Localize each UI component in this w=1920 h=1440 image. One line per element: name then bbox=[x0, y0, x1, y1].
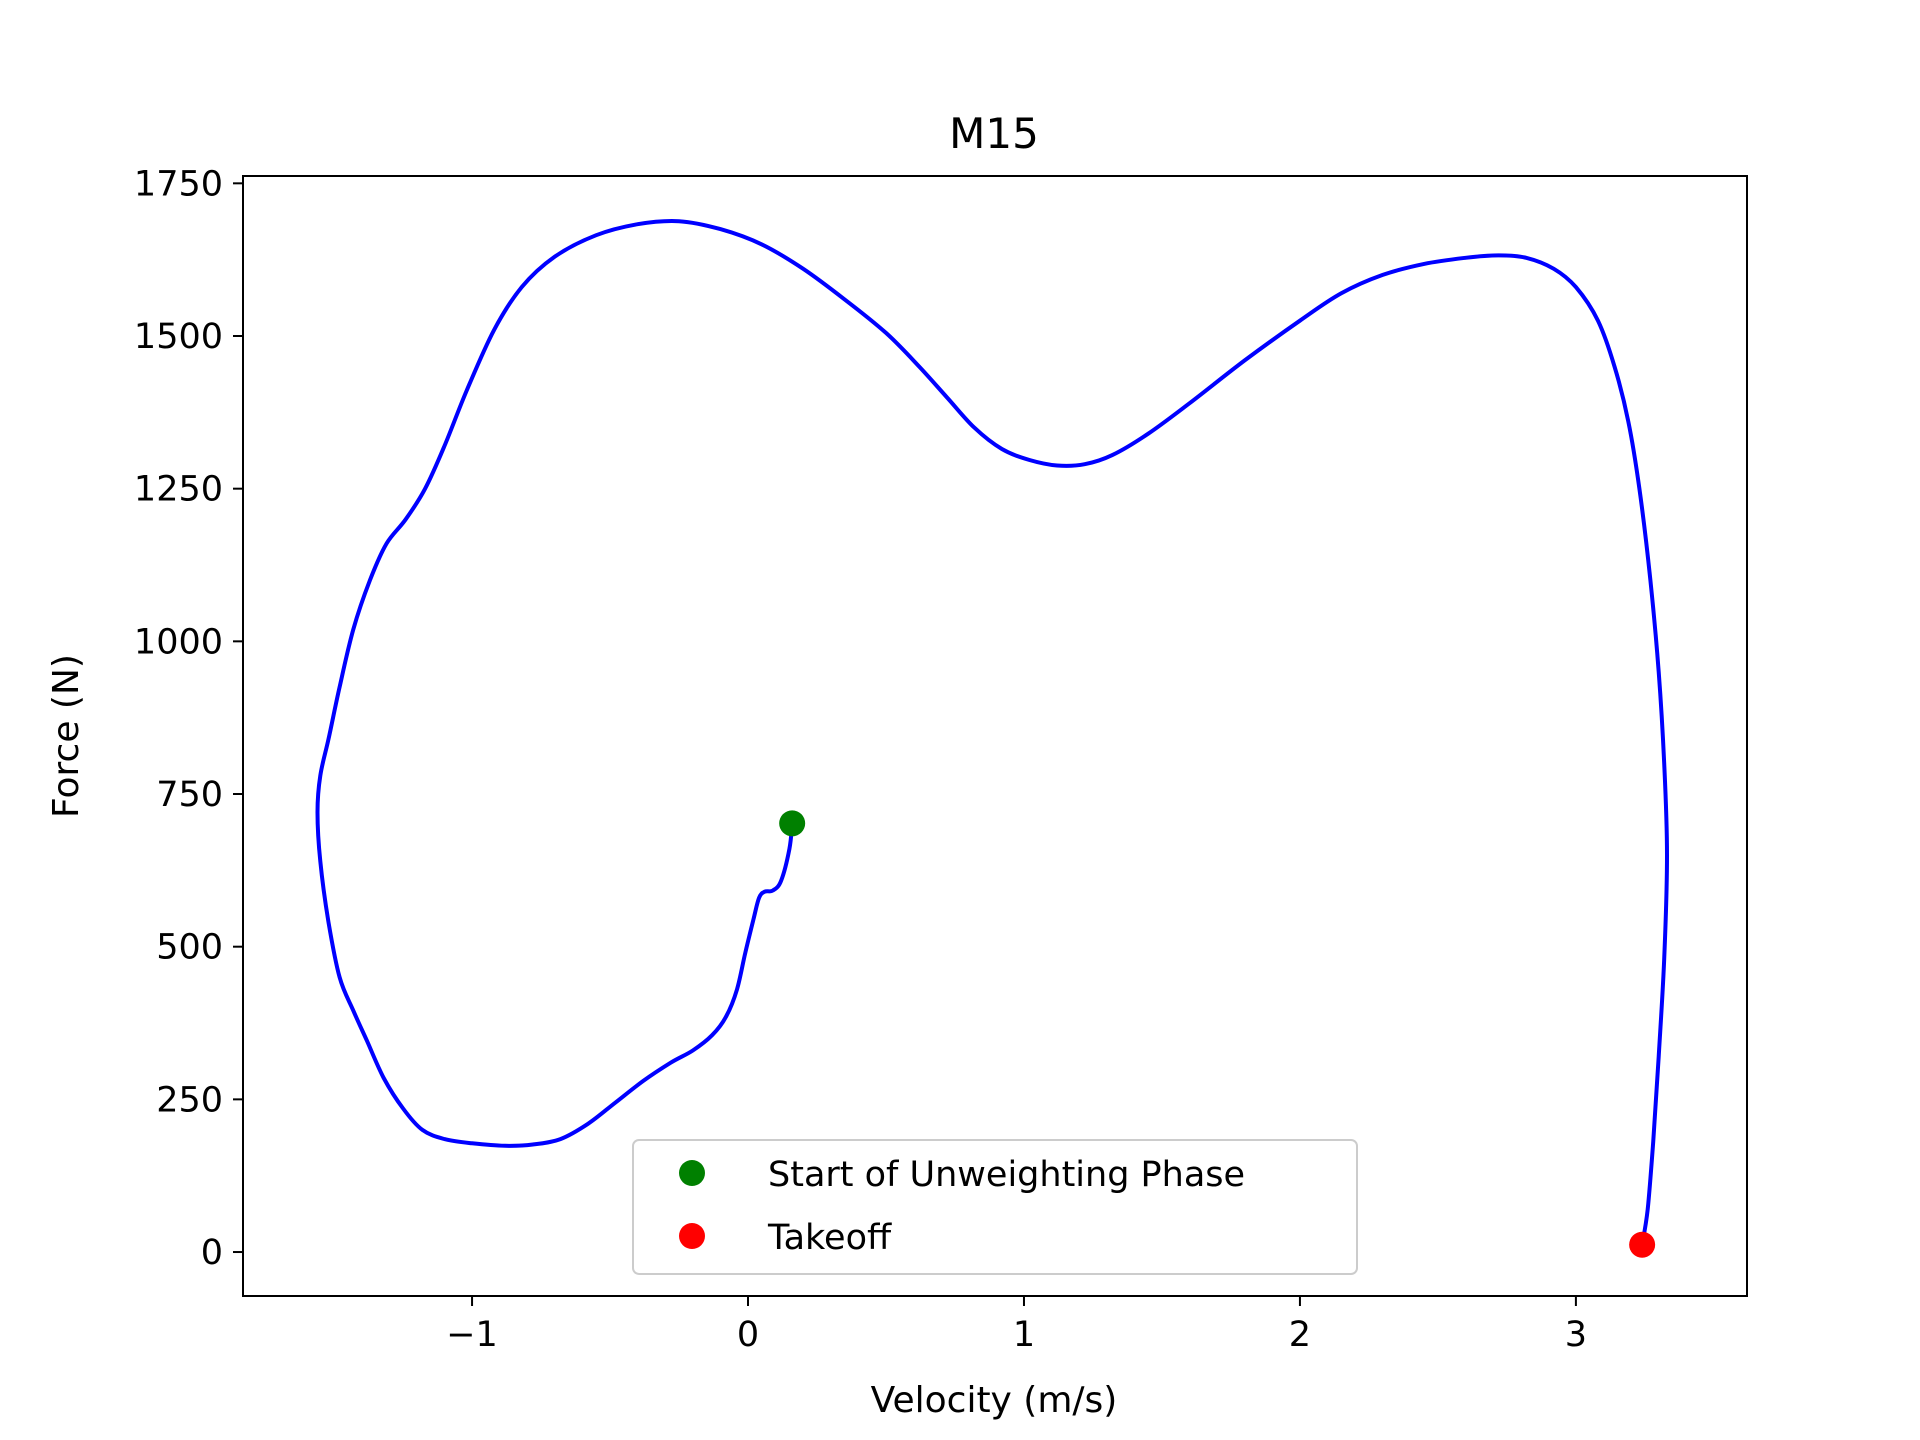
y-tick-label: 0 bbox=[201, 1233, 223, 1273]
legend-label-takeoff: Takeoff bbox=[767, 1218, 892, 1258]
legend-marker-takeoff bbox=[679, 1223, 705, 1249]
chart-title: M15 bbox=[949, 109, 1039, 158]
y-tick-label: 250 bbox=[156, 1080, 223, 1120]
takeoff-point bbox=[1629, 1231, 1656, 1258]
start-unweighting-point bbox=[779, 810, 806, 837]
legend-marker-start bbox=[679, 1160, 705, 1186]
y-tick-label: 1250 bbox=[134, 470, 223, 510]
x-tick-label: 1 bbox=[1013, 1315, 1035, 1355]
x-tick-label: 3 bbox=[1565, 1315, 1587, 1355]
y-tick-label: 1500 bbox=[134, 317, 223, 357]
x-axis-label: Velocity (m/s) bbox=[871, 1380, 1118, 1421]
y-tick-label: 1000 bbox=[134, 622, 223, 662]
plot-frame bbox=[242, 175, 1748, 1297]
y-axis: 0 250 500 750 1000 1250 1500 1750 bbox=[134, 164, 243, 1273]
series-line-0 bbox=[315, 219, 1669, 1246]
x-tick-label: 0 bbox=[737, 1315, 759, 1355]
y-tick-label: 750 bbox=[156, 775, 223, 815]
x-axis: −1 0 1 2 3 bbox=[446, 1296, 1587, 1355]
x-tick-label: −1 bbox=[446, 1315, 498, 1355]
y-axis-label: Force (N) bbox=[46, 654, 87, 818]
x-tick-label: 2 bbox=[1289, 1315, 1311, 1355]
y-tick-label: 1750 bbox=[134, 164, 223, 204]
legend-box bbox=[632, 1139, 1358, 1275]
legend-label-start: Start of Unweighting Phase bbox=[768, 1155, 1245, 1195]
y-tick-label: 500 bbox=[156, 928, 223, 968]
legend: Start of Unweighting Phase Takeoff bbox=[632, 1139, 1358, 1275]
